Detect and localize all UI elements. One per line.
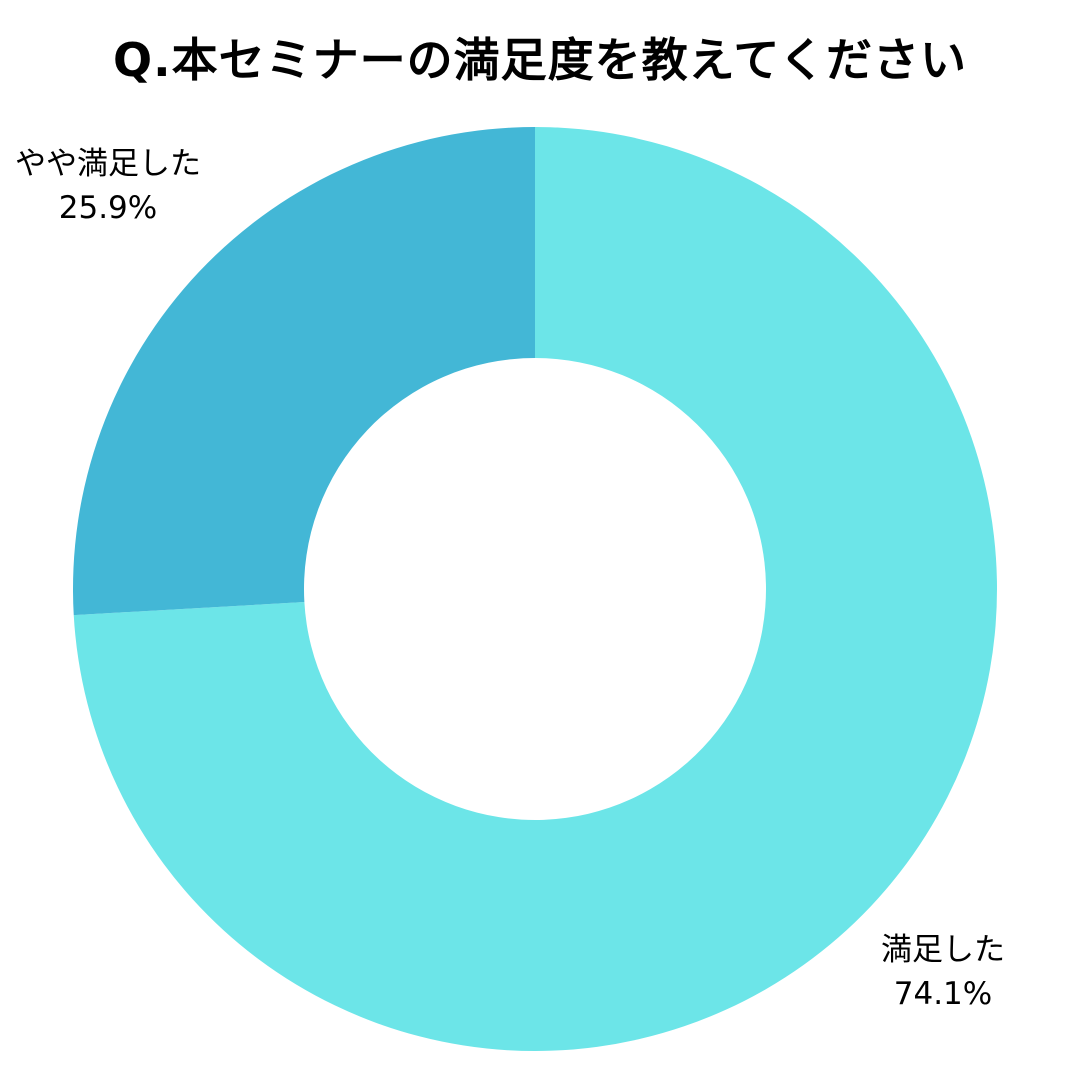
slice-label-satisfied: 満足した 74.1% <box>858 928 1028 1016</box>
slice-label-partial-satisfied: やや満足した 25.9% <box>0 142 216 230</box>
donut-slice-1 <box>72 127 535 616</box>
slice-label-satisfied-value: 74.1% <box>893 976 993 1012</box>
donut-slice-0 <box>73 127 998 1051</box>
slice-label-partial-satisfied-value: 25.9% <box>58 190 158 226</box>
chart-title: Q.本セミナーの満足度を教えてください <box>113 33 967 87</box>
slice-label-partial-satisfied-name: やや満足した <box>15 146 201 182</box>
slice-label-satisfied-name: 満足した <box>881 932 1005 968</box>
